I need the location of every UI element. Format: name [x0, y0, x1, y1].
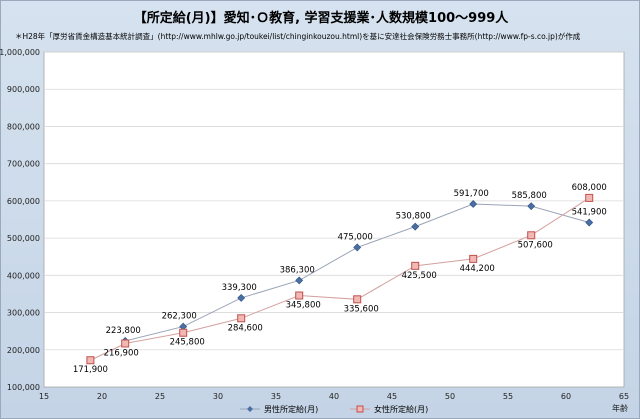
- data-point: [353, 295, 362, 304]
- x-tick-label: 60: [561, 392, 571, 401]
- data-point: [121, 339, 130, 348]
- data-point: [237, 294, 246, 302]
- data-label: 345,800: [286, 301, 321, 311]
- data-label: 284,600: [228, 323, 263, 333]
- data-label: 608,000: [572, 183, 607, 193]
- data-point: [411, 222, 420, 231]
- y-tick-label: 600,000: [7, 197, 40, 206]
- data-point: [295, 291, 304, 300]
- x-tick-label: 20: [97, 392, 107, 401]
- data-point: [585, 193, 594, 202]
- x-tick-label: 65: [619, 392, 629, 401]
- data-label: 339,300: [222, 283, 257, 293]
- data-label: 386,300: [280, 265, 315, 275]
- data-point: [237, 314, 246, 323]
- y-tick-label: 700,000: [7, 160, 40, 169]
- series-male: 223,800 262,300 339,300 386,300 475,000 530,8…: [106, 189, 607, 345]
- data-label: 444,200: [460, 264, 495, 274]
- y-tick-label: 500,000: [7, 234, 40, 243]
- data-point: [353, 243, 362, 252]
- data-point: [86, 356, 95, 365]
- y-tick-label: 100,000: [7, 383, 40, 392]
- data-label: 507,600: [518, 240, 553, 250]
- data-point: [469, 254, 478, 263]
- data-point: [469, 200, 478, 208]
- x-tick-label: 40: [329, 392, 339, 401]
- x-tick-label: 55: [503, 392, 513, 401]
- data-point: [411, 261, 420, 270]
- legend: 男性所定給(月) 女性所定給(月): [240, 404, 428, 414]
- x-tick-label: 15: [39, 392, 49, 401]
- y-tick-label: 800,000: [7, 122, 40, 131]
- chart-source-note: ＊H28年「厚労省賃金構造基本統計調査」(http://www.mhlw.go.…: [15, 32, 581, 41]
- y-tick-label: 200,000: [7, 346, 40, 355]
- x-tick-label: 45: [387, 392, 397, 401]
- data-label: 591,700: [454, 189, 489, 199]
- y-tick-label: 400,000: [7, 271, 40, 280]
- series-female: 171,900 216,900 245,800 284,600 345,800 335,6…: [73, 183, 607, 375]
- y-tick-label: 900,000: [7, 85, 40, 94]
- chart-title: 【所定給(月)】愛知･Ｏ教育, 学習支援業･人数規模100～999人: [133, 11, 509, 26]
- x-tick-label: 50: [445, 392, 455, 401]
- data-label: 335,600: [344, 304, 379, 314]
- data-label: 541,900: [572, 208, 607, 218]
- x-axis-label: 年齢: [612, 403, 628, 413]
- data-label: 425,500: [402, 271, 437, 281]
- plot-area: [43, 51, 625, 388]
- y-tick-label: 1,000,000: [0, 48, 40, 57]
- data-label: 585,800: [512, 191, 547, 201]
- data-point: [295, 276, 304, 285]
- data-label: 245,800: [170, 338, 205, 348]
- data-label: 475,000: [338, 232, 373, 242]
- data-point: [527, 231, 536, 240]
- y-tick-label: 300,000: [7, 309, 40, 318]
- series-line: [90, 197, 590, 361]
- data-point: [527, 202, 536, 211]
- data-label: 171,900: [73, 365, 108, 375]
- legend-label: 女性所定給(月): [374, 404, 428, 414]
- x-tick-label: 30: [213, 392, 223, 401]
- data-label: 262,300: [162, 312, 197, 322]
- x-tick-label: 25: [155, 392, 165, 401]
- legend-label: 男性所定給(月): [264, 404, 318, 414]
- legend-marker: [356, 405, 364, 413]
- data-point: [179, 328, 188, 337]
- data-label: 216,900: [104, 348, 139, 358]
- data-label: 530,800: [396, 212, 431, 222]
- data-point: [585, 218, 594, 227]
- legend-marker: [247, 406, 253, 412]
- data-label: 223,800: [106, 326, 141, 336]
- x-tick-label: 35: [271, 392, 281, 401]
